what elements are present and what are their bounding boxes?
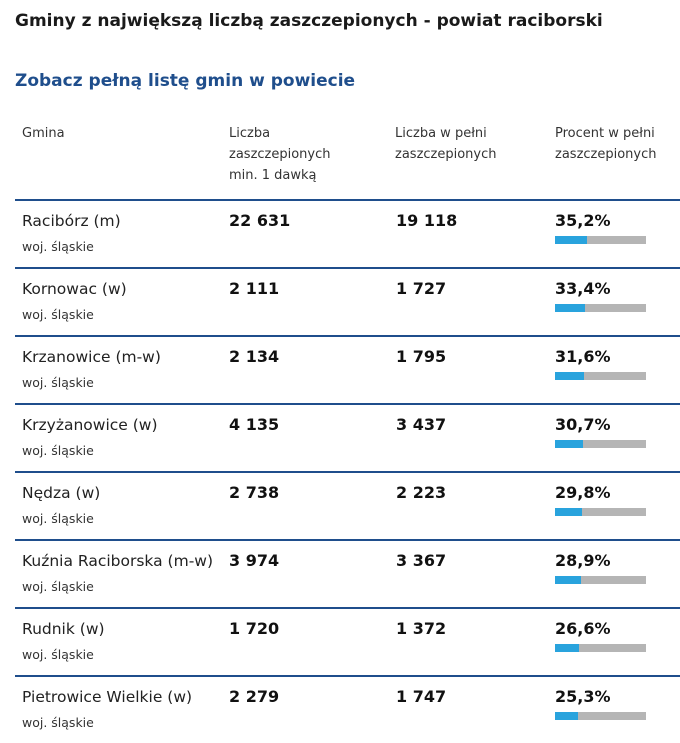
percent-bar-fill — [555, 304, 586, 312]
voivodeship-label: woj. śląskie — [22, 375, 94, 390]
vaccination-table: Gmina Liczba zaszczepionych min. 1 dawką… — [15, 119, 680, 743]
dose1-value: 2 111 — [229, 279, 280, 298]
voivodeship-label: woj. śląskie — [22, 307, 94, 322]
percent-bar-fill — [555, 236, 588, 244]
voivodeship-label: woj. śląskie — [22, 443, 94, 458]
percent-bar — [555, 576, 646, 584]
percent-bar-fill — [555, 372, 584, 380]
dose1-value: 2 134 — [229, 347, 280, 366]
table-row: Krzyżanowice (w) woj. śląskie 4 135 3 437 30… — [15, 403, 680, 471]
gmina-name: Racibórz (m) — [22, 212, 121, 230]
percent-bar-fill — [555, 576, 582, 584]
gmina-name: Krzyżanowice (w) — [22, 416, 158, 434]
table-row: Racibórz (m) woj. śląskie 22 631 19 118 35,2… — [15, 199, 680, 267]
percent-value: 31,6% — [555, 347, 611, 366]
dose1-value: 4 135 — [229, 415, 280, 434]
gmina-name: Pietrowice Wielkie (w) — [22, 688, 193, 706]
percent-bar — [555, 304, 646, 312]
gmina-name: Kornowac (w) — [22, 280, 127, 298]
table-header: Gmina Liczba zaszczepionych min. 1 dawką… — [15, 119, 680, 199]
percent-bar-fill — [555, 440, 583, 448]
gmina-name: Rudnik (w) — [22, 620, 105, 638]
full-value: 3 367 — [396, 551, 447, 570]
full-value: 2 223 — [396, 483, 447, 502]
voivodeship-label: woj. śląskie — [22, 579, 94, 594]
full-value: 3 437 — [396, 415, 447, 434]
gmina-name: Krzanowice (m-w) — [22, 348, 161, 366]
percent-bar — [555, 236, 646, 244]
table-row: Kornowac (w) woj. śląskie 2 111 1 727 33,4% — [15, 267, 680, 335]
page-title: Gminy z największą liczbą zaszczepionych… — [15, 11, 603, 31]
percent-value: 29,8% — [555, 483, 611, 502]
dose1-value: 22 631 — [229, 211, 291, 230]
percent-value: 25,3% — [555, 687, 611, 706]
table-body: Racibórz (m) woj. śląskie 22 631 19 118 35,2… — [15, 199, 680, 743]
table-row: Kuźnia Raciborska (m-w) woj. śląskie 3 974… — [15, 539, 680, 607]
full-list-link[interactable]: Zobacz pełną listę gmin w powiecie — [15, 71, 356, 91]
voivodeship-label: woj. śląskie — [22, 511, 94, 526]
percent-bar — [555, 508, 646, 516]
percent-value: 30,7% — [555, 415, 611, 434]
percent-value: 35,2% — [555, 211, 611, 230]
dose1-value: 1 720 — [229, 619, 280, 638]
gmina-name: Kuźnia Raciborska (m-w) — [22, 552, 214, 570]
percent-value: 28,9% — [555, 551, 611, 570]
dose1-value: 2 279 — [229, 687, 280, 706]
gmina-name: Nędza (w) — [22, 484, 101, 502]
header-dose1: Liczba zaszczepionych min. 1 dawką — [229, 126, 331, 183]
percent-bar-fill — [555, 644, 580, 652]
header-full: Liczba w pełni zaszczepionych — [395, 126, 497, 162]
percent-value: 26,6% — [555, 619, 611, 638]
table-row: Krzanowice (m-w) woj. śląskie 2 134 1 795 31… — [15, 335, 680, 403]
full-value: 19 118 — [396, 211, 458, 230]
table-row: Nędza (w) woj. śląskie 2 738 2 223 29,8% — [15, 471, 680, 539]
table-row: Pietrowice Wielkie (w) woj. śląskie 2 279 1… — [15, 675, 680, 743]
full-value: 1 727 — [396, 279, 447, 298]
percent-bar — [555, 372, 646, 380]
percent-bar-fill — [555, 712, 579, 720]
percent-bar — [555, 712, 646, 720]
header-percent: Procent w pełni zaszczepionych — [555, 126, 657, 162]
percent-bar-fill — [555, 508, 583, 516]
dose1-value: 2 738 — [229, 483, 280, 502]
full-value: 1 372 — [396, 619, 447, 638]
header-gmina: Gmina — [22, 126, 65, 141]
full-value: 1 747 — [396, 687, 447, 706]
dose1-value: 3 974 — [229, 551, 280, 570]
table-row: Rudnik (w) woj. śląskie 1 720 1 372 26,6% — [15, 607, 680, 675]
percent-value: 33,4% — [555, 279, 611, 298]
voivodeship-label: woj. śląskie — [22, 715, 94, 730]
percent-bar — [555, 440, 646, 448]
full-value: 1 795 — [396, 347, 447, 366]
voivodeship-label: woj. śląskie — [22, 647, 94, 662]
voivodeship-label: woj. śląskie — [22, 239, 94, 254]
percent-bar — [555, 644, 646, 652]
